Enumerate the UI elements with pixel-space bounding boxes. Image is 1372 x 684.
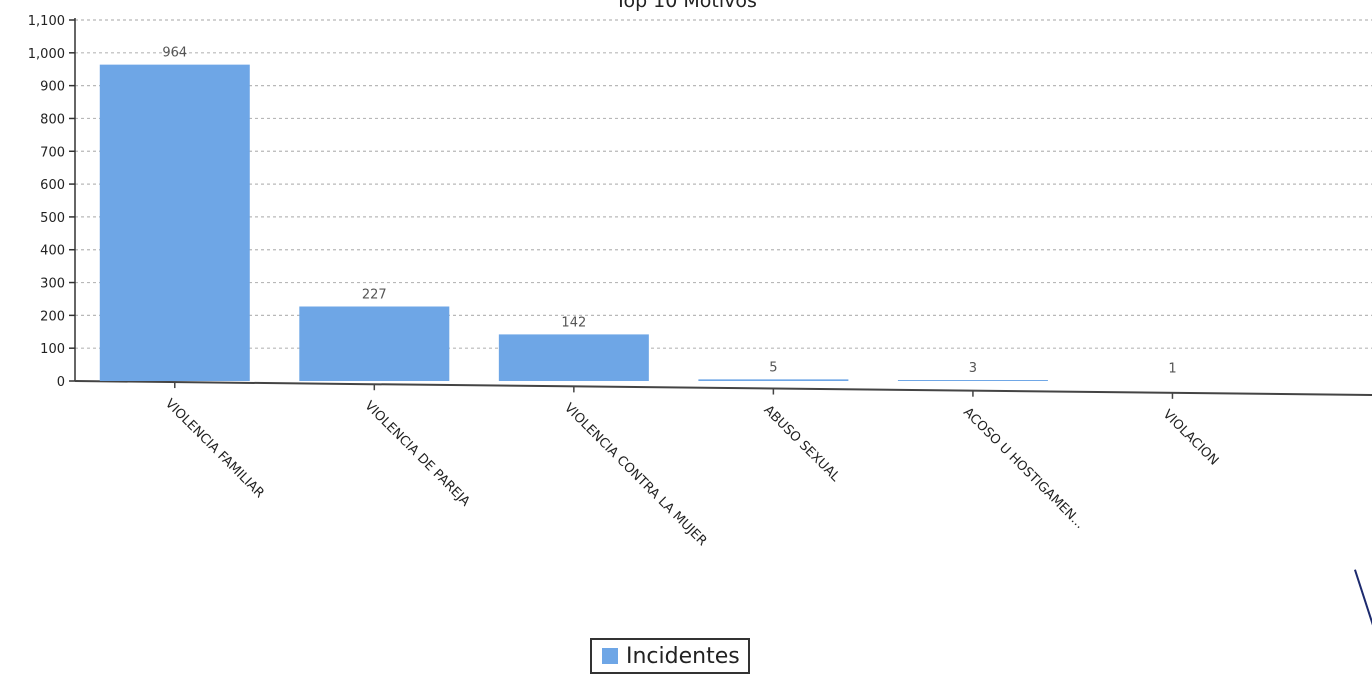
bars: [99, 64, 1048, 382]
x-tick-label: ABUSO SEXUAL: [761, 403, 844, 486]
bar: [897, 380, 1048, 381]
y-tick-label: 500: [40, 211, 65, 226]
legend-label-incidentes: Incidentes: [626, 643, 740, 669]
y-tick-label: 1,100: [28, 14, 65, 29]
x-tick-label: VIOLACION: [1160, 407, 1222, 469]
data-label: 142: [561, 315, 586, 330]
bar: [99, 64, 250, 382]
data-label: 3: [969, 361, 977, 376]
axes: [69, 18, 1372, 399]
y-tick-label: 600: [40, 178, 65, 193]
bar: [299, 306, 450, 381]
x-axis: [74, 380, 1372, 396]
y-tick-label: 800: [40, 112, 65, 127]
data-labels: 964 227 142 5 3 1: [162, 46, 1176, 377]
chart-title: Top 10 Motivos: [615, 0, 757, 12]
y-tick-label: 1,000: [28, 47, 65, 62]
data-label: 5: [769, 360, 777, 375]
y-tick-label: 400: [40, 244, 65, 259]
y-tick-label: 200: [40, 309, 65, 324]
data-label: 1: [1168, 362, 1176, 377]
x-tick-labels: VIOLENCIA FAMILIAR VIOLENCIA DE PAREJA VIO…: [162, 396, 1221, 549]
bar: [498, 334, 649, 381]
y-tick-label: 700: [40, 145, 65, 160]
x-tick-label: VIOLENCIA DE PAREJA: [361, 398, 472, 509]
data-label: 227: [362, 288, 387, 303]
y-tick-label: 0: [57, 375, 65, 390]
y-tick-label: 300: [40, 277, 65, 292]
x-tick-label: VIOLENCIA CONTRA LA MUJER: [561, 401, 709, 549]
x-tick-label: VIOLENCIA FAMILIAR: [162, 396, 267, 501]
y-tick-labels: 0 100 200 300 400 500 600 700 800 900 1,000 1,100: [28, 14, 65, 390]
y-tick-label: 900: [40, 80, 65, 95]
data-label: 964: [162, 46, 187, 61]
y-tick-label: 100: [40, 342, 65, 357]
bar: [698, 379, 849, 381]
gridlines: [75, 19, 1372, 349]
legend: Incidentes: [590, 638, 750, 674]
legend-swatch-incidentes: [602, 648, 618, 664]
x-tick-label: ACOSO U HOSTIGAMEN...: [960, 405, 1087, 532]
